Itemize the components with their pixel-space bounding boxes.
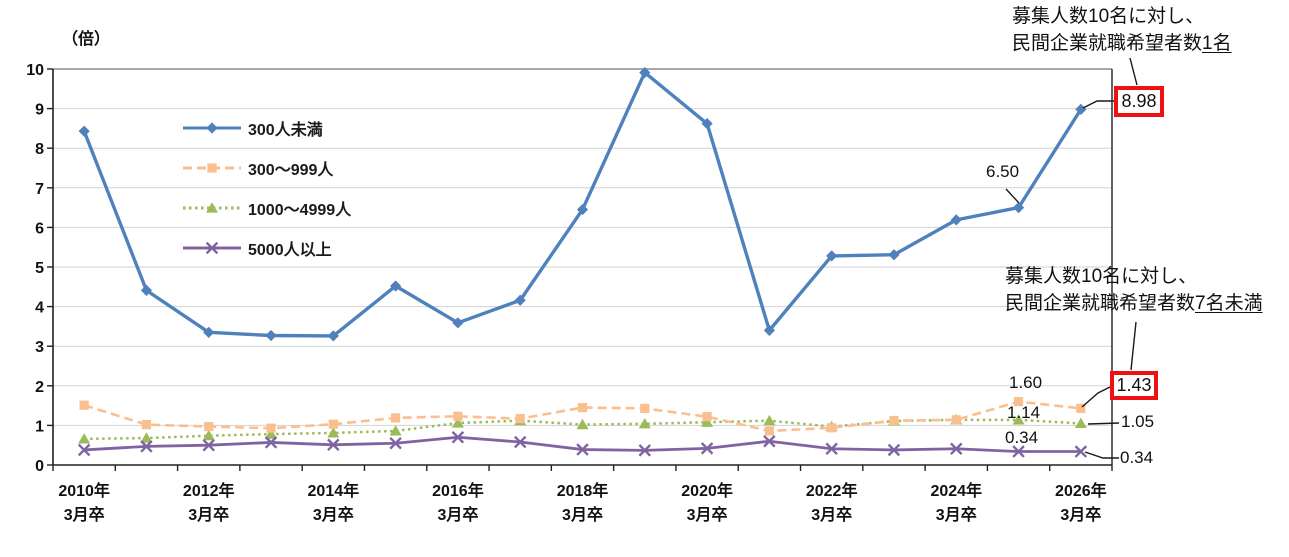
annotation-underlined-text: 7名未満 — [1195, 293, 1263, 314]
svg-text:2012年: 2012年 — [183, 481, 235, 500]
legend-line-triangle-icon — [183, 202, 241, 213]
svg-text:9: 9 — [35, 102, 44, 119]
svg-text:4: 4 — [35, 300, 44, 317]
data-label-blue-2025: 6.50 — [986, 162, 1020, 181]
data-label-green-2026: 1.05 — [1121, 412, 1155, 431]
data-label-green-2025: 1.14 — [1007, 403, 1041, 422]
svg-text:3月卒: 3月卒 — [687, 505, 728, 524]
svg-text:10: 10 — [26, 62, 44, 79]
legend-line-square-icon — [183, 163, 241, 173]
svg-text:3月卒: 3月卒 — [437, 505, 478, 524]
legend-line-x-icon — [183, 241, 241, 255]
legend-item-5000-over: 5000人以上 — [183, 228, 351, 268]
annotation-underlined-text: 1名 — [1202, 33, 1232, 54]
legend-item-300-999: 300〜999人 — [183, 148, 351, 188]
legend-label: 300〜999人 — [248, 162, 334, 179]
svg-text:2020年: 2020年 — [681, 481, 733, 500]
svg-text:6: 6 — [35, 220, 44, 237]
svg-text:3月卒: 3月卒 — [188, 505, 229, 524]
svg-text:3月卒: 3月卒 — [1060, 505, 1101, 524]
annotation-line-1: 募集人数10名に対し、 — [1012, 6, 1205, 27]
highlight-box-blue-2026: 8.98 — [1114, 86, 1164, 117]
svg-text:3月卒: 3月卒 — [811, 505, 852, 524]
svg-text:3月卒: 3月卒 — [562, 505, 603, 524]
annotation-text: 民間企業就職希望者数 — [1005, 293, 1196, 314]
svg-text:2014年: 2014年 — [308, 481, 360, 500]
annotation-text: 民間企業就職希望者数 — [1012, 33, 1203, 54]
svg-text:5: 5 — [35, 260, 44, 277]
svg-text:2: 2 — [35, 379, 44, 396]
svg-text:1: 1 — [35, 418, 44, 435]
data-label-purple-2026: 0.34 — [1120, 448, 1154, 467]
legend-line-diamond-icon — [183, 122, 241, 134]
svg-text:3月卒: 3月卒 — [64, 505, 105, 524]
svg-text:2026年: 2026年 — [1055, 481, 1107, 500]
svg-text:7: 7 — [35, 181, 44, 198]
svg-text:2024年: 2024年 — [930, 481, 982, 500]
data-label-purple-2025: 0.34 — [1005, 428, 1039, 447]
legend-item-1000-4999: 1000〜4999人 — [183, 188, 351, 228]
legend-label: 300人未満 — [248, 122, 323, 139]
legend-label: 1000〜4999人 — [248, 202, 352, 219]
legend-item-under-300: 300人未満 — [183, 108, 351, 148]
annotation-line-1: 募集人数10名に対し、 — [1005, 266, 1198, 287]
annotation-line-2: 民間企業就職希望者数1名 — [1012, 30, 1232, 57]
svg-text:2016年: 2016年 — [432, 481, 484, 500]
svg-text:3月卒: 3月卒 — [313, 505, 354, 524]
annotation-line-2: 民間企業就職希望者数7名未満 — [1005, 290, 1263, 317]
svg-text:2022年: 2022年 — [806, 481, 858, 500]
svg-text:8: 8 — [35, 141, 44, 158]
annotation-ratio-one: 募集人数10名に対し、 民間企業就職希望者数1名 — [1012, 3, 1232, 57]
legend: 300人未満 300〜999人 1000〜4999人 5000人以上 — [183, 108, 351, 268]
svg-text:3: 3 — [35, 339, 44, 356]
annotation-ratio-under-seven: 募集人数10名に対し、 民間企業就職希望者数7名未満 — [1005, 263, 1263, 317]
svg-text:2018年: 2018年 — [557, 481, 609, 500]
svg-text:3月卒: 3月卒 — [936, 505, 977, 524]
svg-text:（倍）: （倍） — [62, 29, 110, 48]
highlight-box-orange-2026: 1.43 — [1110, 371, 1158, 400]
data-label-orange-2025: 1.60 — [1009, 373, 1043, 392]
svg-text:0: 0 — [35, 458, 44, 475]
svg-text:2010年: 2010年 — [58, 481, 110, 500]
legend-label: 5000人以上 — [248, 242, 332, 259]
